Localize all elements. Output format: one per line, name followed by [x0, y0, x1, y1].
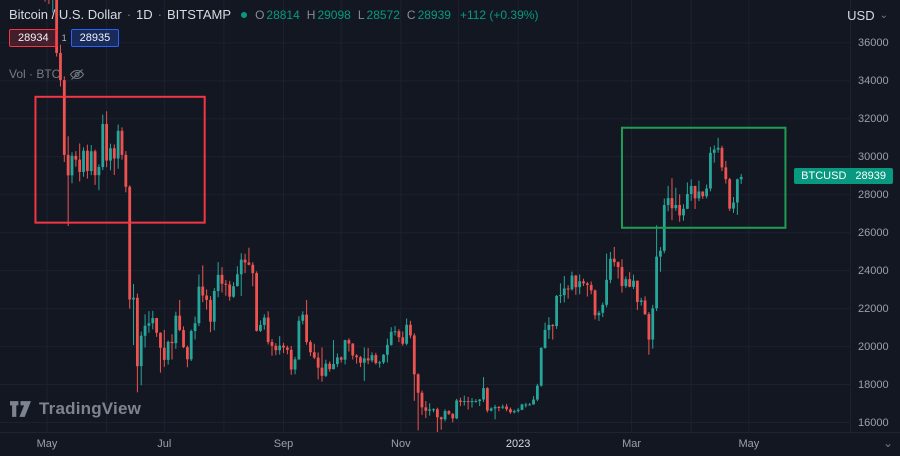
interval-label[interactable]: 1D [136, 7, 153, 22]
close-label: C [406, 7, 416, 22]
price-axis-label: 18000 [858, 378, 889, 391]
exchange-label[interactable]: BITSTAMP [167, 7, 232, 22]
high-value: 29098 [317, 7, 351, 22]
annotation-rect-mar-apr-2023-consolidation[interactable] [620, 126, 787, 229]
buy-button[interactable]: 28935 [70, 29, 120, 47]
time-axis-label: Mar [622, 438, 642, 450]
time-axis-label: Sep [273, 438, 294, 450]
high-label: H [306, 7, 316, 22]
time-axis-label: May [738, 438, 760, 450]
legend-separator: · [126, 7, 132, 22]
currency-label: USD [847, 8, 875, 23]
open-label: O [255, 7, 265, 22]
spread-value: 1 [61, 33, 67, 43]
price-chart[interactable] [0, 0, 852, 432]
watermark-text: TradingView [39, 399, 142, 418]
currency-selector[interactable]: USD ⌄ [847, 8, 888, 23]
open-value: 28814 [266, 7, 300, 22]
legend-separator: · [157, 7, 163, 22]
symbol-title[interactable]: Bitcoin / U.S. Dollar [9, 7, 122, 22]
badge-symbol: BTCUSD [801, 169, 847, 182]
price-axis-label: 26000 [858, 226, 889, 239]
annotation-rect-may-june-2022-consolidation[interactable] [34, 95, 206, 224]
tradingview-logo-icon [10, 401, 31, 417]
sell-button[interactable]: 28934 [9, 29, 58, 47]
time-axis-label: 2023 [505, 438, 531, 450]
time-axis[interactable]: May Jul Sep Nov 2023 Mar May [0, 432, 900, 456]
price-axis-label: 20000 [858, 340, 889, 353]
time-axis-label: Jul [157, 438, 172, 450]
last-price-badge: BTCUSD 28939 [794, 167, 893, 184]
price-axis-label: 22000 [858, 302, 889, 315]
price-axis-label: 24000 [858, 264, 889, 277]
volume-legend-row: Vol · BTC [9, 67, 538, 81]
low-label: L [357, 7, 365, 22]
market-status-icon[interactable] [241, 11, 248, 18]
axis-settings-caret-icon[interactable]: ⌄ [882, 436, 893, 450]
tradingview-watermark[interactable]: TradingView [10, 399, 141, 419]
chevron-down-icon: ⌄ [879, 9, 888, 21]
price-axis-label: 28000 [858, 188, 889, 201]
price-axis-label: 30000 [858, 150, 889, 163]
price-axis-label: 34000 [858, 74, 889, 87]
low-value: 28572 [366, 7, 400, 22]
price-axis-label: 32000 [858, 112, 889, 125]
bid-ask-row: 28934 1 28935 [9, 29, 538, 47]
candlestick-layer [44, 0, 743, 432]
price-axis-label: 16000 [858, 416, 889, 429]
change-value: +112 (+0.39%) [459, 7, 539, 22]
close-value: 28939 [417, 7, 451, 22]
time-axis-label: Nov [391, 438, 411, 450]
time-axis-label: May [36, 438, 58, 450]
price-axis-label: 36000 [858, 36, 889, 49]
ohlc-values: O 28814 H 29098 L 28572 C 28939 +112 (+0.39%… [255, 8, 538, 22]
eye-hidden-icon[interactable] [69, 68, 85, 81]
badge-price: 28939 [855, 169, 886, 182]
volume-label[interactable]: Vol · BTC [9, 67, 61, 81]
price-axis[interactable]: 16000 18000 20000 22000 24000 26000 28000 30000… [850, 0, 900, 432]
